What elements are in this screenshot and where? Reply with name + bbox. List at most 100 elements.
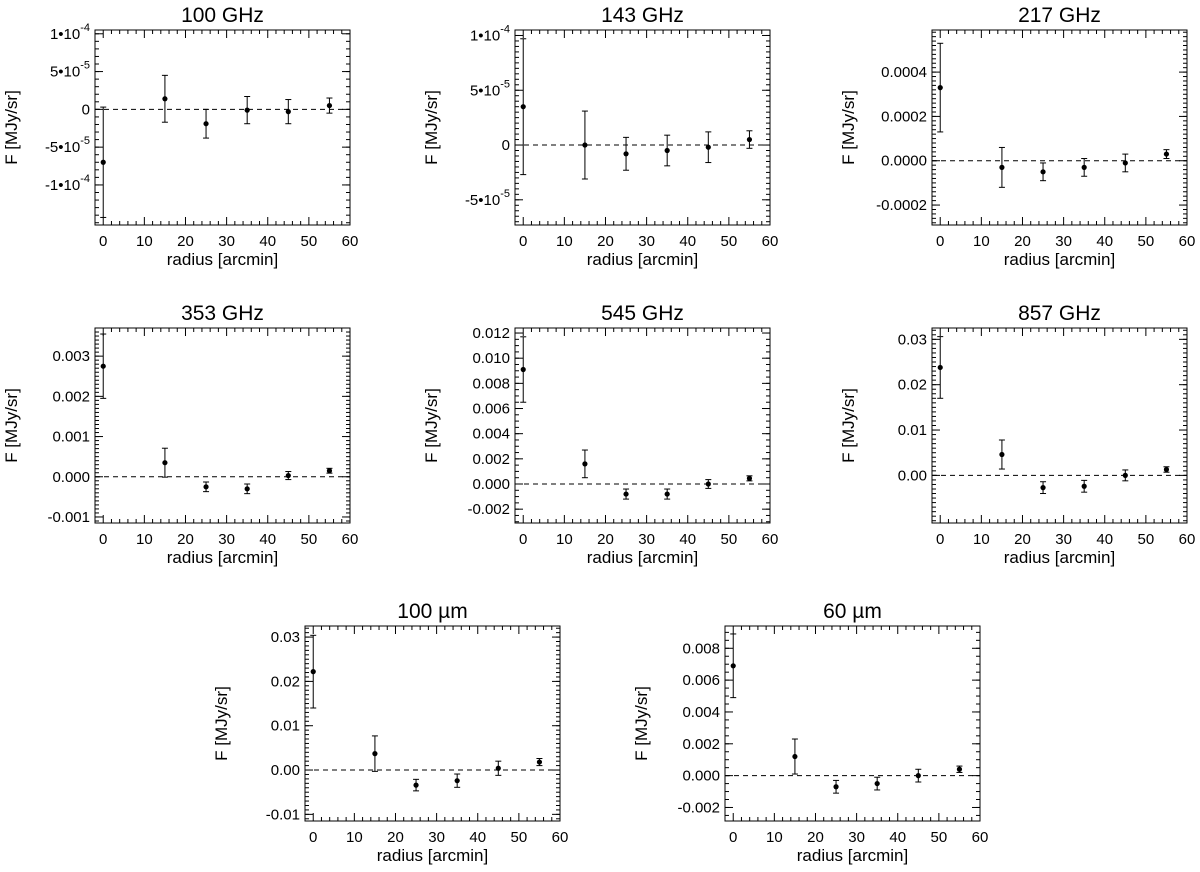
y-tick-exponent: -5 bbox=[500, 78, 510, 90]
y-tick-mantissa: 0 bbox=[502, 137, 510, 154]
point-marker bbox=[413, 782, 419, 788]
point-marker bbox=[999, 164, 1005, 170]
x-tick-label: 40 bbox=[679, 233, 696, 250]
data-point bbox=[1040, 162, 1047, 182]
y-tick-exponent: -4 bbox=[80, 173, 90, 185]
y-tick-label: 0.006 bbox=[682, 672, 720, 689]
x-tick-label: 20 bbox=[387, 829, 404, 846]
x-tick-label: 30 bbox=[218, 233, 235, 250]
x-tick-label: 30 bbox=[848, 829, 865, 846]
x-tick-label: 50 bbox=[301, 233, 318, 250]
y-tick-mantissa: -0.0002 bbox=[876, 197, 927, 214]
data-point bbox=[244, 483, 251, 495]
x-tick-label: 0 bbox=[99, 233, 107, 250]
y-tick-exponent: -4 bbox=[500, 23, 510, 35]
y-axis-label: F [MJy/sr] bbox=[422, 388, 441, 463]
y-tick-label: 0.010 bbox=[472, 350, 510, 367]
y-tick-mantissa: 0.02 bbox=[898, 377, 927, 394]
panel-title: 217 GHz bbox=[1018, 4, 1101, 27]
x-tick-label: 10 bbox=[556, 531, 573, 548]
x-tick-label: 40 bbox=[1096, 531, 1113, 548]
y-tick-label: 0.03 bbox=[898, 331, 927, 348]
point-marker bbox=[623, 491, 629, 497]
y-tick-exponent: -5 bbox=[500, 188, 510, 200]
x-tick-label: 20 bbox=[807, 829, 824, 846]
y-tick-mantissa: 0.0002 bbox=[881, 108, 927, 125]
point-marker bbox=[454, 778, 460, 784]
y-tick-mantissa: 0.004 bbox=[682, 704, 720, 721]
panel-6: 857 GHz 0 10 20 30 40 50 60 0.03 0.02 0.01 0.00 radi… bbox=[839, 302, 1195, 567]
y-tick-label: -0.0002 bbox=[876, 197, 927, 214]
data-point bbox=[1163, 149, 1170, 160]
x-axis-label: radius [arcmin] bbox=[1004, 548, 1115, 567]
panel-title: 100 µm bbox=[397, 600, 467, 623]
y-tick-mantissa: -5•10 bbox=[465, 192, 500, 209]
x-tick-label: 10 bbox=[973, 531, 990, 548]
y-tick-label: 0.004 bbox=[472, 426, 510, 443]
point-marker bbox=[582, 142, 588, 148]
data-point bbox=[495, 760, 502, 776]
point-marker bbox=[100, 363, 106, 369]
y-tick-mantissa: 0.002 bbox=[472, 451, 510, 468]
data-point bbox=[536, 758, 543, 767]
plot-frame bbox=[94, 29, 351, 226]
point-marker bbox=[1122, 160, 1128, 166]
y-tick-mantissa: 0.0000 bbox=[881, 153, 927, 170]
y-tick-mantissa: 0.000 bbox=[472, 476, 510, 493]
point-marker bbox=[162, 460, 168, 466]
plot-frame bbox=[724, 625, 981, 822]
data-point bbox=[623, 136, 630, 171]
panel-7: 100 µm 0 10 20 30 40 50 60 0.03 0.02 0.01 0.00 -0.01… bbox=[212, 600, 568, 865]
x-tick-label: 10 bbox=[973, 233, 990, 250]
y-tick-mantissa: 0.00 bbox=[898, 467, 927, 484]
data-point bbox=[998, 439, 1005, 470]
y-tick-label: 0.01 bbox=[898, 422, 927, 439]
panel-3: 217 GHz 0 10 20 30 40 50 60 0.0004 0.0002 0.0000 -0… bbox=[839, 4, 1195, 269]
y-tick-label: 0.000 bbox=[52, 469, 90, 486]
y-tick-label: -5•10-5 bbox=[45, 135, 90, 156]
x-axis-label: radius [arcmin] bbox=[797, 846, 908, 865]
point-marker bbox=[1040, 169, 1046, 175]
point-marker bbox=[162, 96, 168, 102]
y-tick-label: 0.0004 bbox=[881, 64, 927, 81]
y-tick-mantissa: -0.002 bbox=[467, 501, 510, 518]
x-tick-label: 0 bbox=[519, 531, 527, 548]
y-tick-exponent: -5 bbox=[80, 60, 90, 72]
y-tick-label: 0.004 bbox=[682, 704, 720, 721]
data-point bbox=[705, 131, 712, 164]
x-axis-label: radius [arcmin] bbox=[587, 250, 698, 269]
panel-5: 545 GHz 0 10 20 30 40 50 60 0.012 0.010 0.008 0.006… bbox=[422, 302, 778, 567]
data-point bbox=[833, 779, 840, 794]
x-tick-label: 0 bbox=[99, 531, 107, 548]
y-tick-label: 0.0000 bbox=[881, 153, 927, 170]
y-tick-mantissa: 0.010 bbox=[472, 350, 510, 367]
data-point bbox=[623, 488, 630, 500]
data-point bbox=[413, 778, 420, 792]
data-point bbox=[285, 471, 292, 481]
y-axis-label: F [MJy/sr] bbox=[2, 90, 21, 165]
x-tick-label: 50 bbox=[301, 531, 318, 548]
x-tick-label: 30 bbox=[1055, 233, 1072, 250]
panel-title: 60 µm bbox=[823, 600, 882, 623]
x-tick-label: 40 bbox=[889, 829, 906, 846]
point-marker bbox=[915, 773, 921, 779]
x-tick-label: 50 bbox=[721, 531, 738, 548]
y-axis-label: F [MJy/sr] bbox=[422, 90, 441, 165]
y-axis-label: F [MJy/sr] bbox=[839, 90, 858, 165]
point-marker bbox=[285, 472, 291, 479]
data-point bbox=[705, 479, 712, 489]
y-tick-label: -0.002 bbox=[677, 799, 720, 816]
data-point bbox=[581, 449, 588, 479]
data-point bbox=[520, 336, 527, 403]
x-tick-label: 60 bbox=[552, 829, 569, 846]
panel-4: 353 GHz 0 10 20 30 40 50 60 0.003 0.002 0.001 0.000… bbox=[2, 302, 358, 567]
x-axis-label: radius [arcmin] bbox=[587, 548, 698, 567]
panel-title: 353 GHz bbox=[181, 302, 264, 325]
y-tick-label: 0.02 bbox=[271, 673, 300, 690]
point-marker bbox=[833, 784, 839, 790]
y-tick-label: 0.02 bbox=[898, 377, 927, 394]
y-tick-label: 0.001 bbox=[52, 429, 90, 446]
y-axis-label: F [MJy/sr] bbox=[212, 686, 231, 761]
